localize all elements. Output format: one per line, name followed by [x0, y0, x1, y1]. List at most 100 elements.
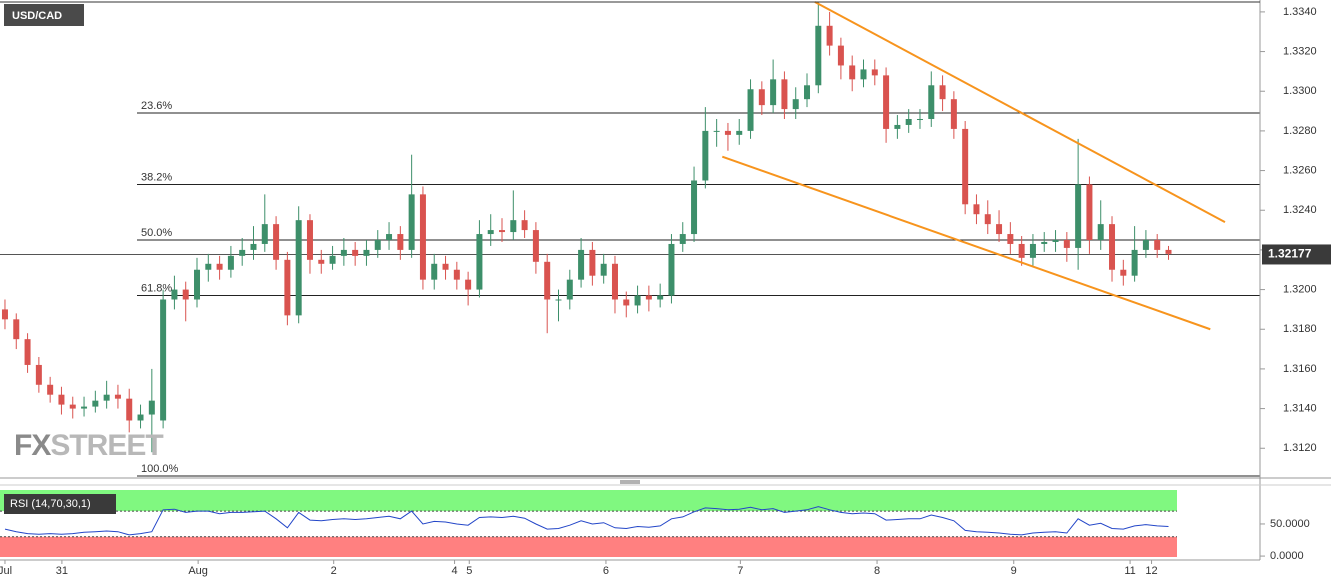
- y-tick-label: 1.3300: [1283, 85, 1317, 97]
- fib-label: 23.6%: [141, 100, 172, 112]
- candle-body: [544, 261, 551, 300]
- candle-body: [499, 230, 506, 233]
- y-tick-label: 1.3120: [1283, 442, 1317, 454]
- candle-body: [453, 269, 460, 280]
- candle-body: [487, 230, 494, 235]
- candle-body: [521, 220, 528, 231]
- candle-body: [815, 25, 822, 86]
- candle-body: [1165, 249, 1172, 254]
- candle-body: [668, 243, 675, 296]
- candle-body: [691, 180, 698, 235]
- candle-body: [758, 89, 765, 106]
- candle-body: [623, 299, 630, 306]
- candle-body: [883, 75, 890, 129]
- candle-body: [1109, 224, 1116, 270]
- candle-body: [657, 295, 664, 300]
- y-tick-label: 1.3140: [1283, 402, 1317, 414]
- candle-body: [24, 339, 31, 365]
- x-tick-label: 5: [466, 565, 472, 577]
- candle-body: [928, 85, 935, 120]
- candle-body: [284, 259, 291, 316]
- candle-body: [1142, 239, 1149, 250]
- candle-body: [1131, 249, 1138, 276]
- candle-body: [939, 85, 946, 100]
- fib-label: 61.8%: [141, 282, 172, 294]
- x-tick-label: 7: [737, 565, 743, 577]
- candle-body: [261, 224, 268, 244]
- candle-body: [431, 263, 438, 280]
- rsi-y-tick-label: 50.0000: [1270, 518, 1310, 530]
- y-tick-label: 1.3280: [1283, 125, 1317, 137]
- candle-body: [996, 224, 1003, 235]
- resize-handle[interactable]: [620, 480, 640, 484]
- candle-body: [103, 394, 110, 401]
- watermark: FXSTREET: [14, 429, 163, 462]
- fib-label: 100.0%: [141, 463, 179, 475]
- candle-body: [1007, 234, 1014, 244]
- candle-body: [1086, 184, 1093, 240]
- candle-body: [555, 299, 562, 301]
- candle-body: [148, 400, 155, 415]
- candle-body: [792, 99, 799, 110]
- candle-body: [408, 194, 415, 250]
- rsi-label-box: [4, 494, 116, 514]
- candle-body: [634, 295, 641, 306]
- y-tick-label: 1.3260: [1283, 164, 1317, 176]
- candle-body: [386, 234, 393, 240]
- background-layer: 23.6% 38.2% 50.0% 61.8% 100.0%: [0, 100, 1260, 557]
- candle-body: [81, 406, 88, 409]
- candle-body: [871, 69, 878, 76]
- candle-body: [295, 220, 302, 316]
- candle-body: [770, 79, 777, 106]
- candle-body: [747, 89, 754, 131]
- candle-body: [1029, 243, 1036, 258]
- x-tick-label: 11: [1124, 565, 1135, 577]
- fib-label: 50.0%: [141, 227, 172, 239]
- trendline: [721, 155, 1211, 331]
- oversold-zone: [0, 536, 1177, 557]
- candle-body: [566, 279, 573, 300]
- fib-label: 38.2%: [141, 171, 172, 183]
- candle-body: [465, 279, 472, 290]
- candle-body: [645, 295, 652, 300]
- candle-body: [600, 263, 607, 276]
- x-tick-label: 4: [452, 565, 458, 577]
- x-tick-label: 8: [874, 565, 880, 577]
- candle-body: [182, 289, 189, 300]
- rsi-label: RSI (14,70,30,1): [10, 498, 91, 510]
- candle-body: [306, 220, 313, 260]
- candle-body: [114, 394, 121, 399]
- y-tick-label: 1.3320: [1283, 45, 1317, 57]
- y-tick-label: 1.3240: [1283, 204, 1317, 216]
- candle-body: [13, 319, 20, 340]
- candle-body: [160, 299, 167, 421]
- candle-body: [916, 119, 923, 121]
- candle-body: [216, 263, 223, 270]
- candle-body: [92, 400, 99, 407]
- candle-body: [476, 234, 483, 290]
- candle-body: [1041, 241, 1048, 244]
- x-tick-label: Jul: [0, 565, 12, 577]
- candle-body: [1154, 239, 1161, 250]
- y-tick-label: 1.3200: [1283, 283, 1317, 295]
- candle-body: [1, 309, 8, 320]
- candle-body: [849, 65, 856, 80]
- candle-body: [194, 269, 201, 300]
- current-price-tag: [1262, 244, 1331, 265]
- candle-body: [171, 289, 178, 300]
- candle-body: [713, 130, 720, 132]
- candle-body: [1063, 239, 1070, 248]
- candle-body: [1018, 243, 1025, 258]
- candle-body: [510, 220, 517, 233]
- y-tick-label: 1.3340: [1283, 6, 1317, 18]
- candle-body: [781, 79, 788, 110]
- candle-body: [973, 204, 980, 215]
- trendline: [814, 1, 1226, 224]
- candle-body: [984, 214, 991, 225]
- symbol-label: USD/CAD: [12, 10, 62, 22]
- candle-body: [35, 364, 42, 385]
- candle-body: [227, 255, 234, 270]
